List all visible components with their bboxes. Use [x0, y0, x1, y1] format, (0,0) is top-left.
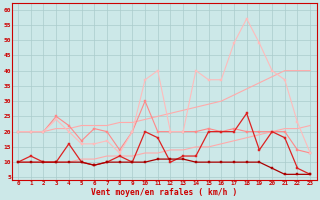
X-axis label: Vent moyen/en rafales ( km/h ): Vent moyen/en rafales ( km/h ) — [91, 188, 237, 197]
